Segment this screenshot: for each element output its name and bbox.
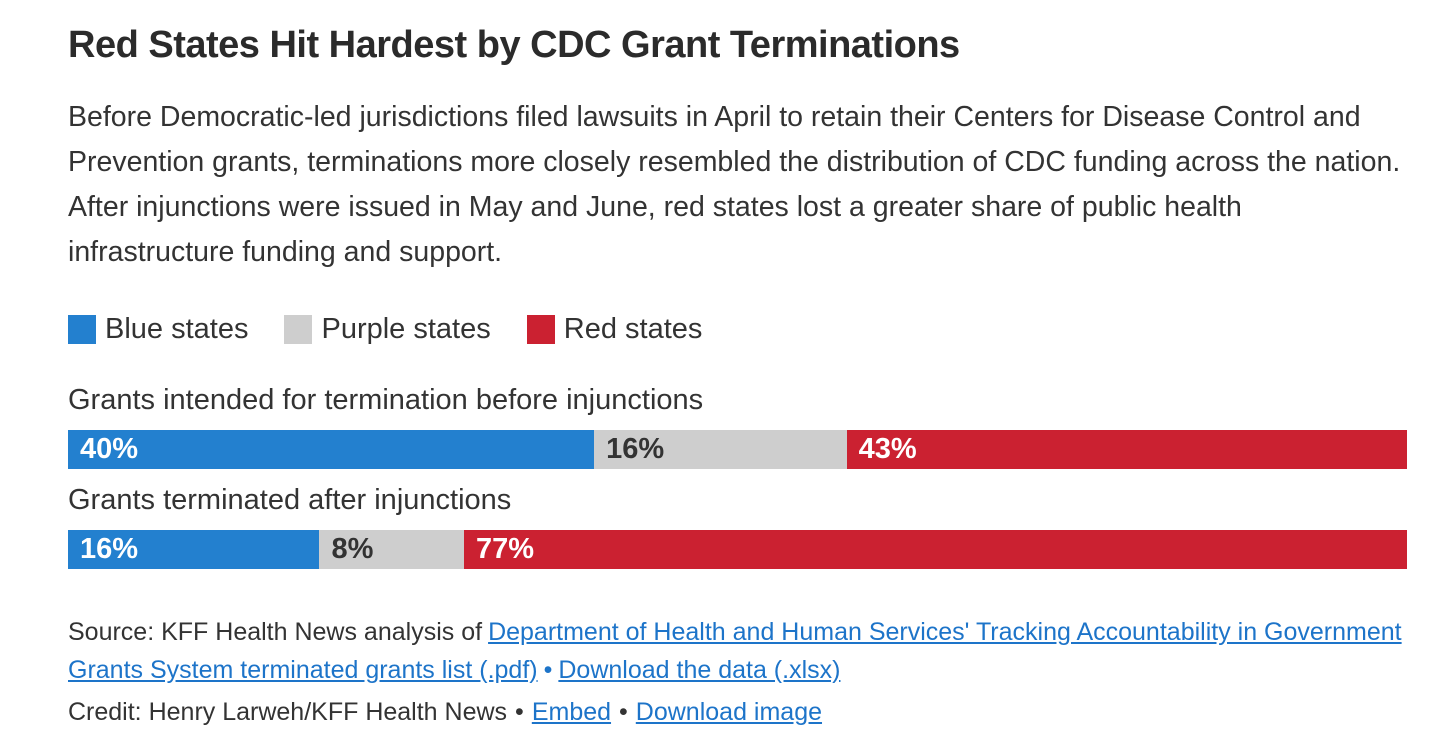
segment-value-label: 43% xyxy=(858,433,917,465)
bar-row-label-before-injunctions: Grants intended for termination before i… xyxy=(68,384,704,416)
source-note: Source: KFF Health News analysis of Depar… xyxy=(68,613,1408,689)
legend-label: Blue states xyxy=(105,313,249,345)
source-pdf-link[interactable]: Department of Health and Human Services'… xyxy=(68,618,1402,684)
download-data-link[interactable]: Download the data (.xlsx) xyxy=(558,656,841,684)
legend-item-blue-states: Blue states xyxy=(68,313,248,346)
red-states-swatch xyxy=(526,315,555,344)
legend-label: Red states xyxy=(563,313,703,345)
chart-title: Red States Hit Hardest by CDC Grant Term… xyxy=(68,24,960,66)
source-prefix: Source: KFF Health News analysis of xyxy=(68,618,483,646)
bar-segment-purple-states: 16% xyxy=(594,430,847,469)
purple-states-swatch xyxy=(284,315,313,344)
legend-item-red-states: Red states xyxy=(526,313,703,346)
legend: Blue states Purple states Red states xyxy=(68,313,1408,346)
credit-text: Credit: Henry Larweh/KFF Health News xyxy=(68,698,508,726)
segment-value-label: 16% xyxy=(80,533,139,565)
bar-segment-red-states: 43% xyxy=(846,430,1407,469)
segment-value-label: 77% xyxy=(476,533,535,565)
bullet-separator: • xyxy=(515,698,524,726)
bar-segment-purple-states: 8% xyxy=(319,530,465,569)
segment-value-label: 40% xyxy=(80,433,139,465)
blue-states-swatch xyxy=(68,315,96,344)
segment-value-label: 8% xyxy=(331,533,374,565)
stacked-bar-before-injunctions: 40% 16% 43% xyxy=(68,430,1407,469)
bar-row-label-after-injunctions: Grants terminated after injunctions xyxy=(68,484,512,516)
chart: Grants intended for termination before i… xyxy=(68,384,1408,569)
bar-segment-blue-states: 16% xyxy=(68,530,320,569)
legend-label: Purple states xyxy=(321,313,491,345)
bar-segment-red-states: 77% xyxy=(464,530,1407,569)
stacked-bar-after-injunctions: 16% 8% 77% xyxy=(68,530,1407,569)
segment-value-label: 16% xyxy=(606,433,665,465)
bar-segment-blue-states: 40% xyxy=(68,430,595,469)
bullet-separator: • xyxy=(619,698,628,726)
credit-note: Credit: Henry Larweh/KFF Health News • Emb… xyxy=(68,693,1408,731)
download-image-link[interactable]: Download image xyxy=(635,698,823,726)
chart-description: Before Democratic-led jurisdictions file… xyxy=(68,101,1401,268)
bullet-separator: • xyxy=(543,656,553,684)
embed-link[interactable]: Embed xyxy=(531,698,612,726)
legend-item-purple-states: Purple states xyxy=(284,313,491,346)
